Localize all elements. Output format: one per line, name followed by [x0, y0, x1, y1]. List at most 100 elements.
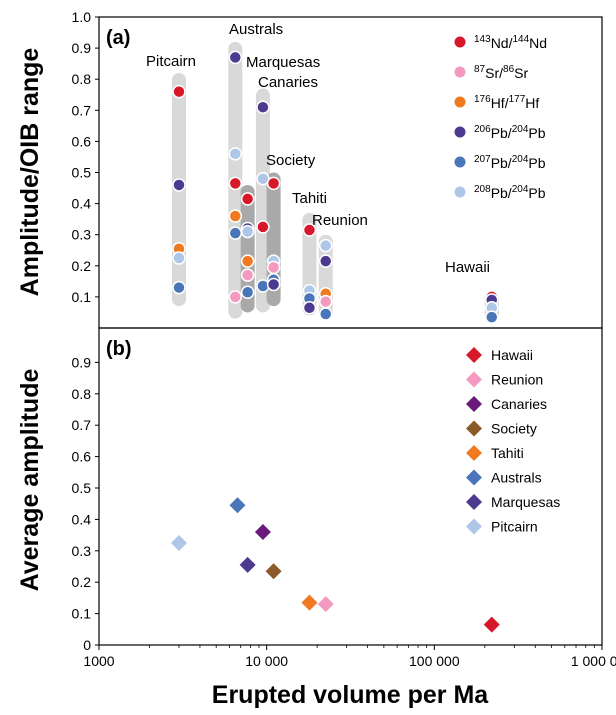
y-tick-b-label: 0.7 [72, 417, 92, 433]
panel-a-label: (a) [106, 27, 130, 49]
point-marquesas-0 [256, 100, 270, 114]
y-tick-a-label: 0.8 [72, 71, 92, 87]
point-reunion-1 [318, 254, 333, 268]
legend-b-marker [466, 469, 482, 486]
point-reunion-4 [318, 307, 333, 321]
point-canaries-0 [240, 192, 255, 206]
legend-a-marker [453, 125, 467, 139]
y-tick-b-label: 0.9 [72, 354, 92, 370]
island-label-hawaii: Hawaii [445, 259, 490, 276]
legend-b-label: Australs [491, 470, 542, 486]
legend-a: 143Nd/144Nd 87Sr/86Sr 176Hf/177Hf 206Pb/204… [453, 34, 547, 201]
panel-b-frame [98, 327, 603, 646]
point-australs-5 [228, 290, 243, 304]
legend-b-marker [466, 396, 482, 412]
x-axis-ticks: 1000 10 000 100 000 1 000 000 [83, 645, 616, 669]
point-society-4 [266, 277, 281, 292]
x-tick-label: 10 000 [245, 653, 288, 669]
legend-a-marker [453, 155, 467, 169]
legend-a-label: 176Hf/177Hf [474, 94, 539, 111]
y-tick-a-label: 0.2 [72, 258, 92, 274]
y-axis-label-b: Average amplitude [16, 369, 44, 592]
legend-b-label: Canaries [491, 396, 547, 412]
legend-b-label: Tahiti [491, 445, 524, 461]
legend-b-marker [466, 518, 482, 535]
island-range-bars [171, 41, 499, 322]
y-tick-b-label: 0.1 [72, 606, 92, 622]
point-canaries-2 [240, 224, 255, 239]
panel-b-label: (b) [106, 338, 132, 360]
point-marquesas-2 [256, 220, 270, 234]
legend-a-marker [453, 95, 467, 109]
legend-a-label: 208Pb/204Pb [474, 184, 546, 201]
legend-b-marker [466, 420, 482, 437]
legend-b-label: Marquesas [491, 494, 560, 510]
island-label-society: Society [266, 152, 316, 169]
legend-b-label: Society [491, 421, 537, 437]
y-tick-a-label: 0.3 [72, 227, 92, 243]
y-tick-b-label: 0.3 [72, 543, 92, 559]
point-australs-3 [228, 209, 243, 223]
point-canaries-3 [240, 254, 255, 268]
island-label-australs: Australs [229, 21, 283, 38]
legend-b-label: Hawaii [491, 347, 533, 363]
y-tick-b-label: 0.4 [72, 511, 92, 527]
y-axis-ticks-b: 0 0.1 0.2 0.3 0.4 0.5 0.6 0.7 0.8 0.9 [72, 354, 99, 653]
x-tick-label: 1 000 000 [571, 653, 616, 669]
isotope-points [172, 50, 499, 324]
legend-b-marker [466, 494, 482, 510]
y-tick-a-label: 0.5 [72, 165, 92, 181]
point-reunion [317, 596, 334, 613]
y-tick-b-label: 0.6 [72, 449, 92, 465]
island-label-reunion: Reunion [312, 212, 368, 229]
legend-a-marker [453, 65, 467, 79]
y-tick-a-label: 0.7 [72, 102, 92, 118]
legend-a-label: 206Pb/204Pb [474, 124, 546, 141]
island-label-tahiti: Tahiti [292, 190, 327, 207]
legend-a-label: 207Pb/204Pb [474, 154, 546, 171]
point-canaries [254, 523, 271, 540]
point-society-2 [266, 260, 281, 275]
legend-a-label: 143Nd/144Nd [474, 34, 547, 51]
y-tick-a-label: 1.0 [72, 9, 92, 25]
legend-b-marker [466, 445, 482, 461]
range-bar-marquesas [255, 88, 270, 313]
x-axis-label: Erupted volume per Ma [212, 681, 490, 709]
y-tick-b-label: 0.8 [72, 386, 92, 402]
y-axis-ticks-a: 0.1 0.2 0.3 0.4 0.5 0.6 0.7 0.8 0.9 1.0 [72, 9, 99, 305]
y-axis-label-a: Amplitude/OIB range [16, 48, 44, 297]
island-label-marquesas: Marquesas [246, 54, 320, 71]
point-pitcairn-3 [172, 251, 186, 265]
island-label-pitcairn: Pitcairn [146, 53, 196, 70]
point-pitcairn-4 [172, 280, 186, 295]
point-marquesas [239, 556, 256, 573]
y-tick-a-label: 0.1 [72, 289, 92, 305]
x-tick-label: 100 000 [409, 653, 460, 669]
point-pitcairn-0 [172, 84, 186, 99]
legend-a-marker [453, 185, 467, 199]
point-australs-1 [228, 147, 243, 161]
island-label-canaries: Canaries [258, 74, 318, 91]
point-australs [229, 497, 246, 514]
y-tick-b-label: 0.2 [72, 574, 92, 590]
y-tick-a-label: 0.6 [72, 133, 92, 149]
point-tahiti-0 [302, 223, 317, 237]
point-tahiti-3 [302, 301, 317, 315]
point-society [265, 563, 282, 580]
y-tick-b-label: 0 [83, 637, 91, 653]
average-points [170, 497, 500, 633]
legend-a-marker [453, 35, 467, 49]
point-pitcairn-1 [172, 178, 186, 192]
legend-b-marker [466, 347, 482, 363]
y-tick-b-label: 0.5 [72, 480, 92, 496]
point-australs-2 [228, 176, 243, 191]
point-australs-4 [228, 226, 243, 240]
legend-b-label: Reunion [491, 372, 543, 388]
point-hawaii [483, 616, 500, 633]
point-reunion-0 [318, 238, 333, 253]
point-canaries-5 [240, 285, 255, 299]
y-tick-a-label: 0.4 [72, 196, 92, 212]
legend-b: Hawaii Reunion Canaries Society Tahiti Austra… [466, 347, 560, 535]
x-tick-label: 1000 [83, 653, 114, 669]
